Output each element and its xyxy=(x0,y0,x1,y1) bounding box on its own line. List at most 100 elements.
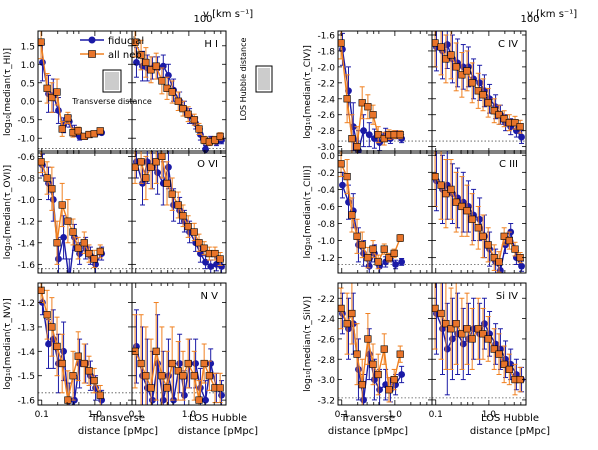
data-point-all-neb xyxy=(216,384,224,392)
y-axis-label: log₁₀[median(τ_NV)] xyxy=(3,298,13,390)
data-point-all-neb xyxy=(53,342,61,351)
panels: -1.0 -0.5 0.0 0.5 1.0 1.5 log₁₀[median(τ_HI)] H… xyxy=(3,30,527,420)
panel-title: Si IV xyxy=(496,291,518,302)
data-point-fiducial xyxy=(45,340,52,348)
data-point-all-neb xyxy=(137,158,145,166)
data-point-fiducial xyxy=(360,396,367,404)
y-tick-label: -3.0 xyxy=(317,143,335,153)
data-point-fiducial xyxy=(398,258,406,266)
data-point-all-neb xyxy=(48,323,56,331)
y-tick-label: 0.0 xyxy=(321,152,336,162)
inset-los-fill xyxy=(258,68,270,90)
y-tick-label: -2.2 xyxy=(317,79,335,89)
y-tick-label: -2.4 xyxy=(317,95,335,105)
data-point-all-neb xyxy=(195,125,203,133)
data-point-all-neb xyxy=(490,107,498,115)
data-point-all-neb xyxy=(385,386,393,394)
data-point-all-neb xyxy=(174,367,182,375)
panel-ovi-los: O VI xyxy=(131,150,227,274)
data-point-all-neb xyxy=(158,372,166,380)
y-tick-label: -1.6 xyxy=(317,31,335,41)
inset-transverse-box xyxy=(102,69,122,93)
data-point-all-neb xyxy=(195,396,203,404)
data-point-all-neb xyxy=(348,135,356,143)
data-point-fiducial xyxy=(154,169,161,176)
data-point-all-neb xyxy=(505,236,513,245)
data-point-fiducial xyxy=(213,260,220,268)
y-tick-label: -2.4 xyxy=(317,315,335,325)
y-axis-label: log₁₀[median(τ_HI)] xyxy=(3,48,13,136)
data-point-all-neb xyxy=(396,350,404,358)
data-point-all-neb xyxy=(495,111,503,119)
data-point-all-neb xyxy=(58,125,66,133)
data-point-all-neb xyxy=(48,185,56,193)
data-point-fiducial xyxy=(443,345,451,353)
data-point-all-neb xyxy=(463,207,471,215)
data-point-all-neb xyxy=(484,99,492,107)
data-point-all-neb xyxy=(190,228,198,236)
top-axis-label-right: v [km s⁻¹] xyxy=(527,9,577,20)
data-point-all-neb xyxy=(358,381,366,389)
xlabel-los-line1: LOS Hubble xyxy=(189,413,247,424)
series-line-all-neb xyxy=(340,42,401,149)
data-point-all-neb xyxy=(152,62,160,70)
y-tick-label: -2.2 xyxy=(317,295,335,305)
data-point-all-neb xyxy=(74,127,82,135)
data-point-all-neb xyxy=(147,163,155,171)
y-tick-label: -2.0 xyxy=(317,63,335,73)
xlabel-los-right-line1: LOS Hubble xyxy=(481,413,539,424)
data-point-all-neb xyxy=(338,39,345,47)
data-point-all-neb xyxy=(452,320,460,328)
data-point-all-neb xyxy=(147,66,155,74)
data-point-all-neb xyxy=(511,119,519,127)
plot-area xyxy=(38,283,106,405)
data-point-fiducial xyxy=(55,255,62,263)
data-point-all-neb xyxy=(58,359,66,368)
data-point-all-neb xyxy=(174,201,182,209)
data-point-all-neb xyxy=(447,325,455,333)
x-tick-label: 1.0 xyxy=(182,410,197,420)
y-tick-label: -3.0 xyxy=(317,376,335,386)
data-point-all-neb xyxy=(432,39,439,47)
panel-frame xyxy=(131,282,227,406)
data-point-all-neb xyxy=(458,202,466,211)
data-point-all-neb xyxy=(458,330,466,338)
xlabel-transverse-right-line1: Transverse xyxy=(340,413,395,424)
data-point-all-neb xyxy=(468,215,476,223)
data-point-all-neb xyxy=(152,158,160,166)
y-tick-label: -1.2 xyxy=(17,218,35,228)
data-point-all-neb xyxy=(364,335,372,343)
y-tick-label: -0.6 xyxy=(17,153,35,163)
data-point-all-neb xyxy=(338,160,345,168)
panel-ovi-transverse: -1.6 -1.4 -1.2 -1.0 -0.8 -0.6 log₁₀[median(τ_O… xyxy=(3,150,133,274)
y-tick-label: -1.6 xyxy=(17,397,35,407)
data-point-all-neb xyxy=(490,254,498,262)
data-point-all-neb xyxy=(390,249,398,257)
data-point-all-neb xyxy=(179,372,187,380)
xlabel-los-right-line2: distance [pMpc] xyxy=(470,426,550,437)
data-point-fiducial xyxy=(60,347,67,355)
data-point-all-neb xyxy=(358,99,366,107)
data-point-all-neb xyxy=(96,127,104,135)
inset-los-box xyxy=(255,65,273,93)
data-point-all-neb xyxy=(190,116,198,124)
data-point-fiducial xyxy=(355,366,362,373)
data-point-all-neb xyxy=(85,249,93,258)
data-point-all-neb xyxy=(184,359,192,368)
y-tick-label: 0.5 xyxy=(21,79,35,89)
data-point-all-neb xyxy=(74,352,82,360)
data-point-all-neb xyxy=(484,335,492,343)
data-point-all-neb xyxy=(380,345,388,353)
x-tick-label: 1.0 xyxy=(88,410,103,420)
data-point-all-neb xyxy=(364,254,372,262)
data-point-fiducial xyxy=(392,261,399,268)
data-point-all-neb xyxy=(200,359,208,368)
data-point-all-neb xyxy=(132,163,139,171)
data-point-fiducial xyxy=(476,215,484,223)
data-point-all-neb xyxy=(353,143,361,151)
panel-frame xyxy=(131,150,227,274)
y-tick-label: -1.0 xyxy=(17,196,35,206)
inset-los-label: LOS Hubble distance xyxy=(239,37,248,120)
legend-fiducial-marker xyxy=(88,36,96,44)
data-point-fiducial xyxy=(398,371,406,378)
